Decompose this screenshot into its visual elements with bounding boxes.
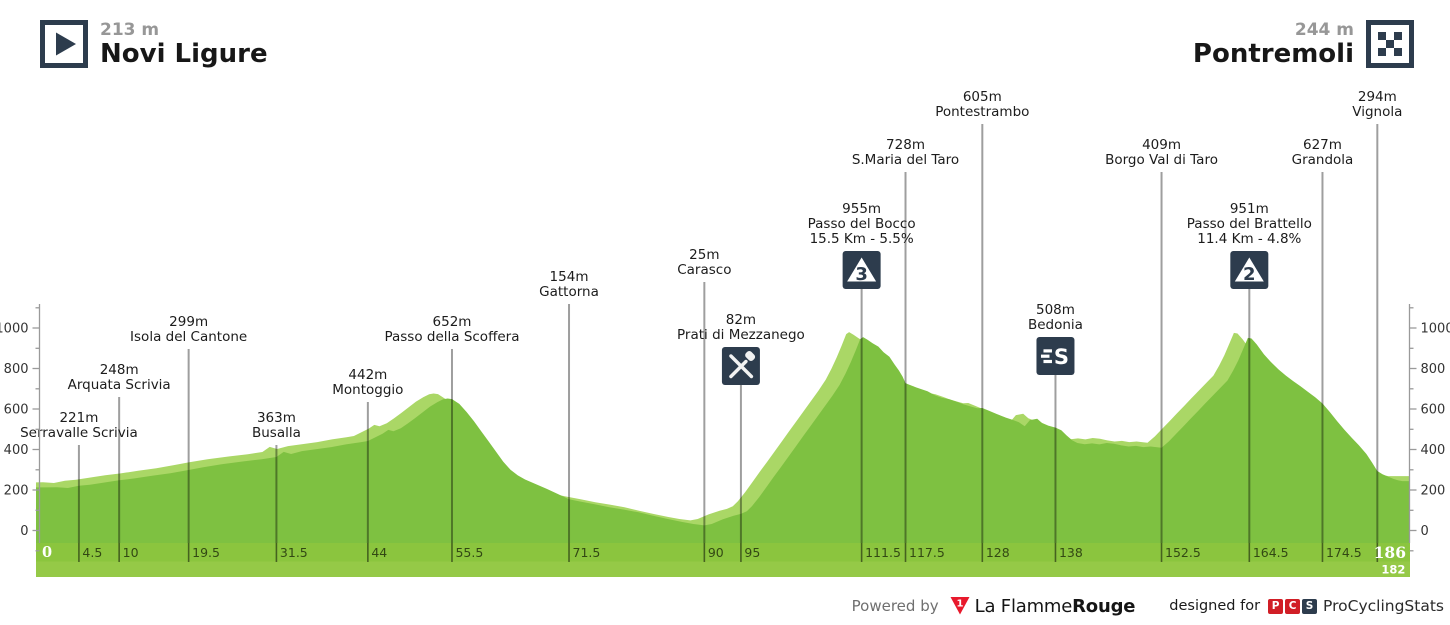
- start-name: Novi Ligure: [100, 39, 268, 69]
- svg-text:19.5: 19.5: [192, 545, 220, 560]
- svg-text:1000: 1000: [1421, 322, 1450, 337]
- waypoint-label: 294m Vignola: [1352, 89, 1402, 120]
- la-flamme-rouge-wordmark[interactable]: La FlammeRouge: [975, 596, 1136, 617]
- svg-text:111.5: 111.5: [865, 545, 901, 560]
- svg-text:600: 600: [1421, 403, 1446, 418]
- food-icon: [721, 347, 760, 385]
- start-depart-icon: [40, 20, 88, 68]
- finish-flag-icon: [1366, 20, 1414, 68]
- svg-text:3: 3: [855, 264, 868, 285]
- waypoint-label: 508m Bedonia: [1028, 302, 1083, 333]
- footer-credits: Powered by 1 La FlammeRouge designed for…: [852, 593, 1444, 619]
- svg-text:10: 10: [123, 545, 139, 560]
- svg-text:182: 182: [1381, 563, 1405, 577]
- waypoint-label: 409m Borgo Val di Taro: [1105, 137, 1218, 168]
- waypoint-label: 221m Serravalle Scrivia: [20, 410, 138, 441]
- svg-text:90: 90: [708, 545, 724, 560]
- pcs-letter-p: P: [1268, 598, 1284, 614]
- svg-text:4.5: 4.5: [82, 545, 102, 560]
- pcs-letter-s: S: [1302, 598, 1318, 614]
- svg-text:95: 95: [744, 545, 760, 560]
- pcs-logo-icon[interactable]: P C S: [1268, 598, 1318, 614]
- stage-profile-chart: 221m Serravalle Scrivia 248m Arquata Scrivi…: [0, 89, 1450, 577]
- y-axis-right: 0 200 400 600 800 1000: [1408, 304, 1450, 552]
- waypoint-label: 154m Gattorna: [539, 269, 599, 300]
- waypoint-label: 728m S.Maria del Taro: [852, 137, 959, 168]
- svg-text:800: 800: [1421, 362, 1446, 377]
- y-axis-left: 0 200 400 600 800 1000: [0, 304, 41, 552]
- svg-text:128: 128: [986, 545, 1010, 560]
- waypoint-label: 363m Busalla: [252, 410, 301, 441]
- svg-text:44: 44: [371, 545, 387, 560]
- svg-text:31.5: 31.5: [280, 545, 308, 560]
- waypoint-label: 82m Prati di Mezzanego: [677, 312, 805, 343]
- cat2-icon: 2: [1230, 251, 1269, 289]
- svg-text:1000: 1000: [0, 322, 29, 337]
- svg-text:164.5: 164.5: [1253, 545, 1289, 560]
- finish-elevation: 244 m: [1294, 20, 1354, 40]
- svg-text:138: 138: [1059, 545, 1083, 560]
- start-header: 213 m Novi Ligure: [40, 20, 268, 68]
- svg-text:400: 400: [4, 443, 29, 458]
- svg-text:117.5: 117.5: [909, 545, 945, 560]
- start-elevation: 213 m: [100, 20, 160, 40]
- cat3-icon: 3: [842, 251, 881, 289]
- svg-text:800: 800: [4, 362, 29, 377]
- finish-header-text: 244 m Pontremoli: [1193, 20, 1354, 68]
- waypoint-labels: 221m Serravalle Scrivia 248m Arquata Scrivi…: [20, 89, 1402, 441]
- svg-text:S: S: [1054, 345, 1069, 369]
- svg-text:0: 0: [42, 544, 52, 561]
- svg-text:2: 2: [1243, 264, 1256, 285]
- waypoint-label: 605m Pontestrambo: [935, 89, 1029, 120]
- rouge-label: Rouge: [1072, 595, 1136, 617]
- elevation-area: [36, 332, 1410, 546]
- svg-text:0: 0: [1421, 524, 1429, 539]
- waypoint-marker-lines: [77, 124, 1379, 543]
- waypoint-label: 627m Grandola: [1292, 137, 1354, 168]
- x-axis-band: 0 4.5 10 19.5 31.5 44 55.5 71.5 90 95 111.5 117.5 12…: [36, 543, 1410, 577]
- svg-text:71.5: 71.5: [573, 545, 601, 560]
- waypoint-label: 248m Arquata Scrivia: [68, 362, 171, 393]
- svg-text:200: 200: [1421, 484, 1446, 499]
- powered-by-label: Powered by: [851, 597, 939, 615]
- finish-header: 244 m Pontremoli: [1193, 20, 1414, 68]
- svg-text:200: 200: [4, 484, 29, 499]
- pcs-letter-c: C: [1285, 598, 1301, 614]
- svg-text:186: 186: [1374, 543, 1406, 562]
- svg-text:152.5: 152.5: [1165, 545, 1201, 560]
- la-flamme-rouge-icon: 1: [949, 596, 971, 616]
- designed-for-label: designed for: [1169, 598, 1261, 614]
- sprint-icon: S: [1036, 337, 1075, 375]
- waypoint-label: 951m Passo del Brattello 11.4 Km - 4.8%: [1187, 201, 1312, 247]
- svg-text:600: 600: [4, 403, 29, 418]
- waypoint-icons: 3 S 2: [721, 251, 1269, 385]
- la-flamme-label: La Flamme: [974, 595, 1073, 617]
- svg-text:0: 0: [20, 524, 28, 539]
- waypoint-label: 652m Passo della Scoffera: [384, 314, 519, 345]
- svg-text:1: 1: [956, 599, 963, 610]
- waypoint-label: 442m Montoggio: [332, 367, 403, 398]
- svg-text:400: 400: [1421, 443, 1446, 458]
- procyclingstats-label[interactable]: ProCyclingStats: [1323, 597, 1444, 615]
- waypoint-label: 955m Passo del Bocco 15.5 Km - 5.5%: [808, 201, 916, 247]
- finish-name: Pontremoli: [1192, 39, 1354, 69]
- waypoint-label: 25m Carasco: [677, 247, 731, 278]
- svg-text:55.5: 55.5: [455, 545, 483, 560]
- start-header-text: 213 m Novi Ligure: [100, 20, 268, 68]
- waypoint-label: 299m Isola del Cantone: [130, 314, 247, 345]
- svg-text:174.5: 174.5: [1326, 545, 1362, 560]
